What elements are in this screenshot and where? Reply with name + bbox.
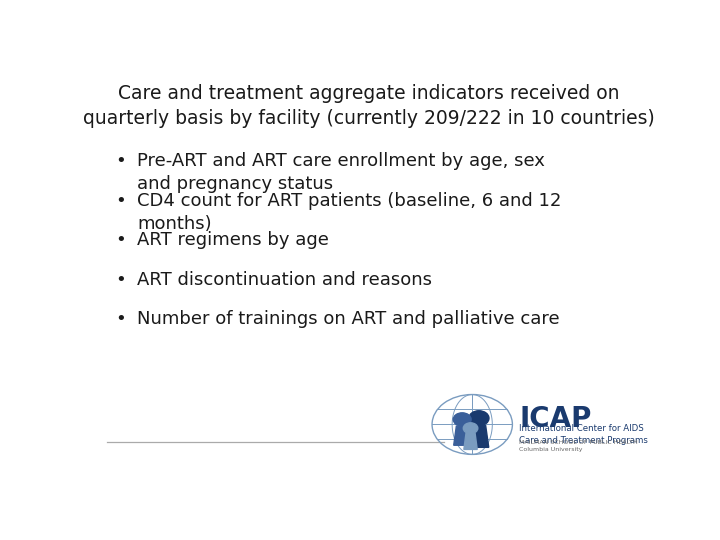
Circle shape <box>454 413 471 426</box>
Text: Pre-ART and ART care enrollment by age, sex
and pregnancy status: Pre-ART and ART care enrollment by age, … <box>138 152 545 193</box>
Circle shape <box>469 411 489 426</box>
Circle shape <box>463 423 478 434</box>
Text: •: • <box>115 271 126 288</box>
Text: •: • <box>115 192 126 210</box>
Text: ART discontinuation and reasons: ART discontinuation and reasons <box>138 271 433 288</box>
Text: MAILMAN SCHOOL OF PUBLIC HEALTH
Columbia University: MAILMAN SCHOOL OF PUBLIC HEALTH Columbia… <box>519 440 638 451</box>
Text: •: • <box>115 310 126 328</box>
Text: Care and treatment aggregate indicators received on
quarterly basis by facility : Care and treatment aggregate indicators … <box>83 84 655 127</box>
Text: CD4 count for ART patients (baseline, 6 and 12
months): CD4 count for ART patients (baseline, 6 … <box>138 192 562 233</box>
Text: Number of trainings on ART and palliative care: Number of trainings on ART and palliativ… <box>138 310 560 328</box>
Text: •: • <box>115 152 126 170</box>
Polygon shape <box>454 426 471 445</box>
Polygon shape <box>464 434 477 449</box>
Polygon shape <box>469 426 489 447</box>
Text: ART regimens by age: ART regimens by age <box>138 231 329 249</box>
Text: •: • <box>115 231 126 249</box>
Text: International Center for AIDS
Care and Treatment Programs: International Center for AIDS Care and T… <box>519 424 648 445</box>
Text: ICAP: ICAP <box>519 404 591 433</box>
